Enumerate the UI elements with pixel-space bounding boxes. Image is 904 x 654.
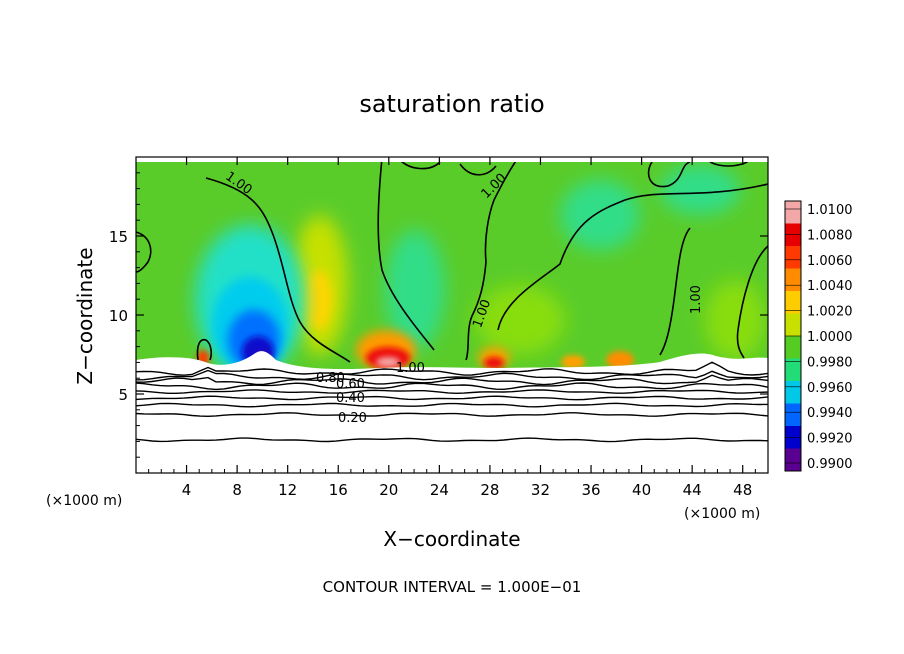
x-tick-label: 8	[232, 481, 242, 499]
y-axis-label: Z−coordinate	[73, 247, 97, 384]
lower-region	[136, 351, 768, 473]
contour-label: 0.60	[336, 377, 365, 392]
contour-line	[736, 245, 768, 359]
x-tick-label: 16	[329, 481, 348, 499]
y-tick-label: 10	[109, 307, 128, 325]
contour-label: 0.80	[316, 371, 345, 386]
max-pink-20	[376, 357, 400, 367]
moist-region-farright	[705, 280, 765, 360]
contour-line	[205, 177, 351, 363]
x-tick-label: 32	[531, 481, 550, 499]
lower-contours	[136, 361, 768, 443]
colorbar-swatch	[785, 201, 801, 224]
x-tick-label: 12	[278, 481, 297, 499]
x-tick-label: 44	[683, 481, 702, 499]
moist-plume-core	[304, 270, 332, 330]
max-red-28	[484, 357, 504, 369]
plot-area	[136, 157, 768, 473]
contour-line	[136, 389, 768, 395]
colorbar-label: 1.0000	[807, 330, 853, 345]
x-tick-label: 20	[379, 481, 398, 499]
colorbar-label: 0.9940	[807, 406, 853, 421]
x-tick-label: 48	[733, 481, 752, 499]
colorbar-swatch	[785, 381, 801, 404]
contour-line	[647, 161, 691, 188]
x-tick-label: 4	[182, 481, 192, 499]
contour-line	[136, 395, 768, 401]
contour-line	[136, 402, 768, 408]
colorbar-swatch	[785, 336, 801, 359]
cyan-patch-right	[560, 180, 640, 250]
contour-line	[399, 159, 441, 170]
contour-line	[136, 437, 768, 443]
x-axis: 4 8 12 16 20 24 28 32 36 40 44 48	[148, 157, 756, 499]
contour-line	[497, 183, 768, 331]
colorbar-swatch	[785, 313, 801, 337]
max-orange-38	[606, 351, 634, 369]
contour-line	[196, 338, 212, 361]
colorbar-swatch	[785, 358, 801, 382]
colorbar-label: 0.9960	[807, 381, 853, 396]
max-orange-34	[561, 355, 585, 369]
y-tick-label: 15	[109, 228, 128, 246]
contour-line	[659, 227, 691, 356]
contour-line	[136, 374, 768, 386]
colorbar-label: 0.9980	[807, 355, 853, 370]
contour-line	[136, 231, 152, 273]
contour-label: 0.20	[338, 411, 367, 426]
x-axis-unit-right: (×1000 m)	[684, 506, 760, 522]
contour-line	[459, 163, 497, 176]
x-tick-label: 40	[632, 481, 651, 499]
colorbar-swatch	[785, 403, 801, 427]
contour-label: 1.00	[689, 285, 704, 314]
contour-label: 0.40	[336, 391, 365, 406]
y-axis: 5 10 15	[109, 172, 768, 458]
top-white-strip	[136, 157, 768, 162]
colorbar-swatch	[785, 246, 801, 269]
x-tick-label: 24	[430, 481, 449, 499]
colorbar-swatch	[785, 268, 801, 292]
contour-line	[136, 361, 768, 376]
contour-line	[377, 157, 435, 351]
cyan-patch-topright	[660, 165, 740, 215]
contour-interval-note: CONTOUR INTERVAL = 1.000E−01	[323, 578, 582, 596]
colorbar-label: 1.0020	[807, 305, 853, 320]
colorbar: 1.0100 1.0080 1.0060 1.0040 1.0020 1.0000 0.99…	[784, 200, 853, 472]
contour-label: 1.00	[396, 361, 425, 376]
contour-line	[136, 382, 768, 391]
y-tick-label: 5	[118, 386, 128, 404]
x-axis-label: X−coordinate	[383, 527, 520, 551]
moist-region-right	[475, 285, 565, 355]
colorbar-label: 0.9900	[807, 457, 853, 472]
colorbar-label: 1.0060	[807, 254, 853, 269]
contour-line	[136, 369, 768, 381]
colorbar-label: 1.0100	[807, 203, 853, 218]
x-axis-unit-left: (×1000 m)	[46, 493, 122, 509]
cyan-patch-mid	[385, 230, 445, 350]
chart-title: saturation ratio	[359, 90, 544, 118]
colorbar-label: 1.0080	[807, 228, 853, 243]
x-tick-label: 28	[480, 481, 499, 499]
colorbar-swatch	[785, 448, 801, 472]
contour-line	[465, 157, 519, 361]
colorbar-swatch	[785, 291, 801, 314]
colorbar-label: 0.9920	[807, 432, 853, 447]
x-tick-label: 36	[581, 481, 600, 499]
contour-line	[136, 412, 768, 418]
colorbar-swatch	[785, 223, 801, 247]
colorbar-label: 1.0040	[807, 279, 853, 294]
upper-contours	[136, 157, 768, 363]
